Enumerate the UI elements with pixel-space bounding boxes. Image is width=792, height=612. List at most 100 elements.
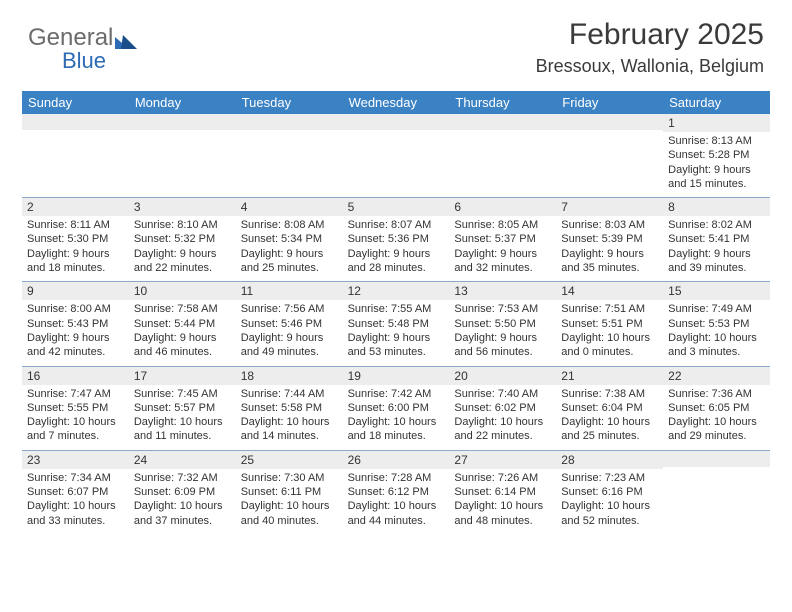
sunset-text: Sunset: 5:48 PM <box>348 317 445 331</box>
sunset-text: Sunset: 5:46 PM <box>241 317 338 331</box>
sunrise-text: Sunrise: 7:38 AM <box>561 387 658 401</box>
day-number: 19 <box>343 367 450 385</box>
daylight-text: Daylight: 9 hours <box>454 247 551 261</box>
sunrise-text: Sunrise: 7:36 AM <box>668 387 765 401</box>
day-body: Sunrise: 7:44 AMSunset: 5:58 PMDaylight:… <box>236 385 343 450</box>
sunrise-text: Sunrise: 8:13 AM <box>668 134 765 148</box>
sunset-text: Sunset: 6:05 PM <box>668 401 765 415</box>
day-body: Sunrise: 7:36 AMSunset: 6:05 PMDaylight:… <box>663 385 770 450</box>
day-number: 5 <box>343 198 450 216</box>
daylight-text: and 25 minutes. <box>561 429 658 443</box>
calendar-cell <box>22 114 129 197</box>
sunrise-text: Sunrise: 7:40 AM <box>454 387 551 401</box>
daylight-text: Daylight: 9 hours <box>27 331 124 345</box>
sunrise-text: Sunrise: 7:32 AM <box>134 471 231 485</box>
sunrise-text: Sunrise: 7:44 AM <box>241 387 338 401</box>
day-number <box>129 114 236 130</box>
logo-text-blue: Blue <box>62 48 137 74</box>
daylight-text: Daylight: 10 hours <box>134 415 231 429</box>
day-number: 17 <box>129 367 236 385</box>
calendar-cell: 20Sunrise: 7:40 AMSunset: 6:02 PMDayligh… <box>449 367 556 450</box>
day-number: 9 <box>22 282 129 300</box>
day-body: Sunrise: 7:47 AMSunset: 5:55 PMDaylight:… <box>22 385 129 450</box>
day-body: Sunrise: 7:40 AMSunset: 6:02 PMDaylight:… <box>449 385 556 450</box>
day-number <box>343 114 450 130</box>
day-body: Sunrise: 8:03 AMSunset: 5:39 PMDaylight:… <box>556 216 663 281</box>
daylight-text: Daylight: 9 hours <box>134 247 231 261</box>
day-body: Sunrise: 8:00 AMSunset: 5:43 PMDaylight:… <box>22 300 129 365</box>
sunrise-text: Sunrise: 7:55 AM <box>348 302 445 316</box>
day-body <box>129 130 236 188</box>
day-body: Sunrise: 8:07 AMSunset: 5:36 PMDaylight:… <box>343 216 450 281</box>
daylight-text: Daylight: 10 hours <box>454 415 551 429</box>
sunset-text: Sunset: 6:02 PM <box>454 401 551 415</box>
day-number: 22 <box>663 367 770 385</box>
day-number <box>22 114 129 130</box>
calendar-cell: 17Sunrise: 7:45 AMSunset: 5:57 PMDayligh… <box>129 367 236 450</box>
daylight-text: and 28 minutes. <box>348 261 445 275</box>
daylight-text: and 35 minutes. <box>561 261 658 275</box>
day-number: 7 <box>556 198 663 216</box>
day-body: Sunrise: 7:34 AMSunset: 6:07 PMDaylight:… <box>22 469 129 534</box>
weekday-sat: Saturday <box>663 91 770 114</box>
sunset-text: Sunset: 5:51 PM <box>561 317 658 331</box>
daylight-text: and 22 minutes. <box>454 429 551 443</box>
daylight-text: Daylight: 9 hours <box>668 247 765 261</box>
sunset-text: Sunset: 6:09 PM <box>134 485 231 499</box>
day-body: Sunrise: 7:45 AMSunset: 5:57 PMDaylight:… <box>129 385 236 450</box>
daylight-text: Daylight: 10 hours <box>454 499 551 513</box>
daylight-text: Daylight: 10 hours <box>668 415 765 429</box>
calendar-cell: 4Sunrise: 8:08 AMSunset: 5:34 PMDaylight… <box>236 198 343 281</box>
weekday-tue: Tuesday <box>236 91 343 114</box>
daylight-text: Daylight: 10 hours <box>27 499 124 513</box>
day-body: Sunrise: 7:30 AMSunset: 6:11 PMDaylight:… <box>236 469 343 534</box>
week-row: 23Sunrise: 7:34 AMSunset: 6:07 PMDayligh… <box>22 450 770 534</box>
weekday-fri: Friday <box>556 91 663 114</box>
daylight-text: Daylight: 9 hours <box>134 331 231 345</box>
day-number: 12 <box>343 282 450 300</box>
sunrise-text: Sunrise: 8:10 AM <box>134 218 231 232</box>
day-number: 14 <box>556 282 663 300</box>
daylight-text: and 22 minutes. <box>134 261 231 275</box>
day-body <box>236 130 343 188</box>
sunset-text: Sunset: 6:00 PM <box>348 401 445 415</box>
sunrise-text: Sunrise: 8:11 AM <box>27 218 124 232</box>
logo: General Blue <box>28 24 137 74</box>
daylight-text: and 48 minutes. <box>454 514 551 528</box>
sunset-text: Sunset: 5:43 PM <box>27 317 124 331</box>
sunrise-text: Sunrise: 7:51 AM <box>561 302 658 316</box>
daylight-text: Daylight: 9 hours <box>348 247 445 261</box>
calendar-cell: 25Sunrise: 7:30 AMSunset: 6:11 PMDayligh… <box>236 451 343 534</box>
day-number <box>449 114 556 130</box>
sunrise-text: Sunrise: 7:53 AM <box>454 302 551 316</box>
daylight-text: Daylight: 10 hours <box>561 331 658 345</box>
sunset-text: Sunset: 5:50 PM <box>454 317 551 331</box>
calendar-cell: 10Sunrise: 7:58 AMSunset: 5:44 PMDayligh… <box>129 282 236 365</box>
daylight-text: Daylight: 9 hours <box>27 247 124 261</box>
month-title: February 2025 <box>536 18 764 52</box>
daylight-text: and 33 minutes. <box>27 514 124 528</box>
sunrise-text: Sunrise: 8:07 AM <box>348 218 445 232</box>
day-number: 3 <box>129 198 236 216</box>
day-body <box>556 130 663 188</box>
day-number <box>236 114 343 130</box>
day-body: Sunrise: 7:53 AMSunset: 5:50 PMDaylight:… <box>449 300 556 365</box>
daylight-text: Daylight: 9 hours <box>241 331 338 345</box>
daylight-text: and 32 minutes. <box>454 261 551 275</box>
sunrise-text: Sunrise: 7:23 AM <box>561 471 658 485</box>
sunrise-text: Sunrise: 8:02 AM <box>668 218 765 232</box>
calendar-cell: 24Sunrise: 7:32 AMSunset: 6:09 PMDayligh… <box>129 451 236 534</box>
daylight-text: and 7 minutes. <box>27 429 124 443</box>
calendar-cell: 6Sunrise: 8:05 AMSunset: 5:37 PMDaylight… <box>449 198 556 281</box>
daylight-text: Daylight: 9 hours <box>561 247 658 261</box>
day-body: Sunrise: 7:32 AMSunset: 6:09 PMDaylight:… <box>129 469 236 534</box>
week-row: 1Sunrise: 8:13 AMSunset: 5:28 PMDaylight… <box>22 114 770 197</box>
sunrise-text: Sunrise: 7:34 AM <box>27 471 124 485</box>
day-number: 11 <box>236 282 343 300</box>
day-body: Sunrise: 8:05 AMSunset: 5:37 PMDaylight:… <box>449 216 556 281</box>
sunrise-text: Sunrise: 7:58 AM <box>134 302 231 316</box>
calendar-cell <box>343 114 450 197</box>
sunset-text: Sunset: 5:41 PM <box>668 232 765 246</box>
day-number: 21 <box>556 367 663 385</box>
calendar-cell: 8Sunrise: 8:02 AMSunset: 5:41 PMDaylight… <box>663 198 770 281</box>
